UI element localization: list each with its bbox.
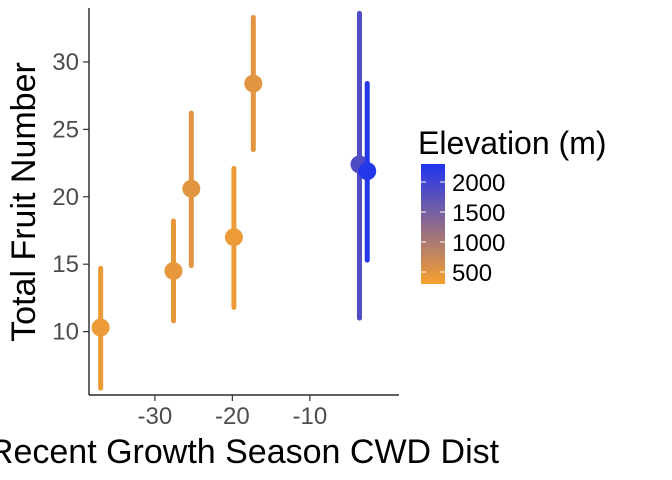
data-point (91, 318, 110, 337)
legend-label: 2000 (452, 170, 505, 197)
plot-area (91, 10, 377, 391)
x-axis-title: Recent Growth Season CWD Dist (0, 433, 500, 471)
x-tick-label: -30 (138, 403, 173, 430)
data-point-group (91, 265, 110, 391)
x-tick-label: -10 (293, 403, 328, 430)
legend-title: Elevation (m) (418, 125, 607, 161)
legend-label: 500 (452, 260, 492, 287)
y-tick-label: 20 (52, 184, 79, 211)
legend-colorbar (421, 164, 445, 284)
data-point (358, 162, 377, 181)
y-tick-label: 10 (52, 319, 79, 346)
legend-label: 1500 (452, 200, 505, 227)
y-axis-ticks: 10 15 20 25 30 (52, 49, 89, 346)
data-point (182, 179, 201, 198)
data-point-group (358, 81, 377, 263)
legend-label: 1000 (452, 230, 505, 257)
legend: Elevation (m) 2000 1500 1000 500 (418, 125, 607, 287)
data-point-group (224, 165, 243, 310)
data-point (244, 74, 263, 93)
y-tick-label: 15 (52, 251, 79, 278)
y-tick-label: 25 (52, 116, 79, 143)
x-axis-ticks: -30 -20 -10 (138, 395, 328, 430)
y-tick-label: 30 (52, 49, 79, 76)
y-axis-title: Total Fruit Number (5, 62, 43, 342)
data-point-group (164, 218, 183, 324)
data-point (224, 228, 243, 247)
x-tick-label: -20 (215, 403, 250, 430)
data-point (164, 261, 183, 280)
data-point-group (244, 14, 263, 153)
data-point-group (182, 110, 201, 269)
